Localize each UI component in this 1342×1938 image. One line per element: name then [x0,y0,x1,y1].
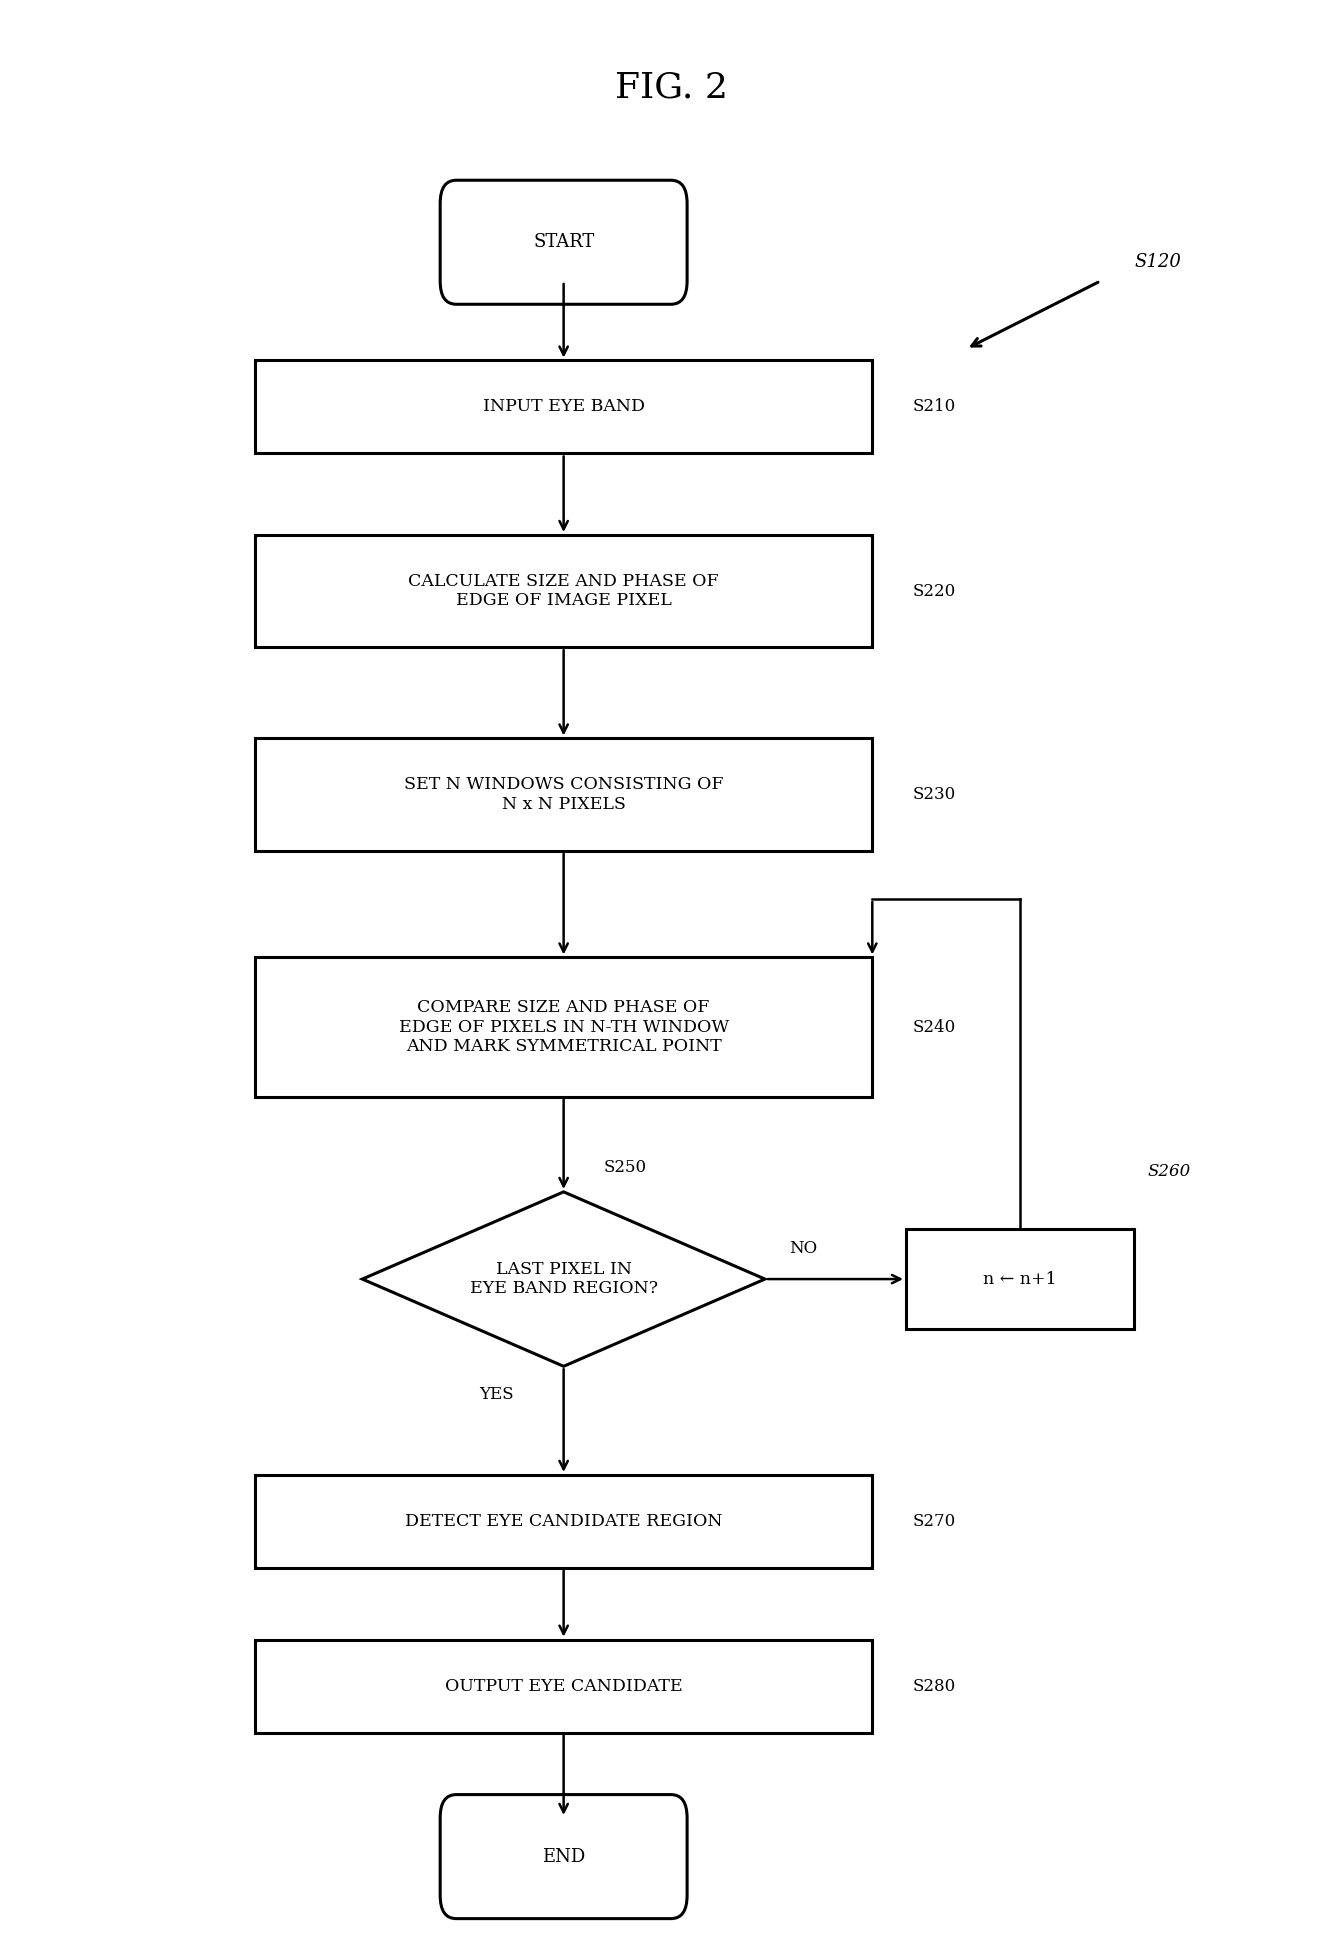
Bar [906,1229,1134,1329]
Bar [255,1475,872,1568]
Text: S280: S280 [913,1678,956,1694]
Bar [255,738,872,851]
Text: LAST PIXEL IN
EYE BAND REGION?: LAST PIXEL IN EYE BAND REGION? [470,1262,658,1297]
Bar [255,535,872,647]
Text: S230: S230 [913,787,956,802]
Bar [255,1640,872,1733]
Text: YES: YES [479,1386,514,1403]
Text: S240: S240 [913,1019,956,1035]
Text: SET N WINDOWS CONSISTING OF
N x N PIXELS: SET N WINDOWS CONSISTING OF N x N PIXELS [404,777,723,812]
Text: S260: S260 [1147,1163,1190,1180]
Bar [255,957,872,1097]
Text: CALCULATE SIZE AND PHASE OF
EDGE OF IMAGE PIXEL: CALCULATE SIZE AND PHASE OF EDGE OF IMAG… [408,574,719,609]
Text: END: END [542,1847,585,1866]
Text: NO: NO [789,1240,817,1256]
Text: FIG. 2: FIG. 2 [615,70,727,105]
Text: START: START [533,233,595,252]
FancyBboxPatch shape [440,180,687,304]
Text: n ← n+1: n ← n+1 [984,1271,1056,1287]
Text: S220: S220 [913,583,956,599]
Bar [255,360,872,453]
Text: S250: S250 [604,1159,647,1176]
Text: DETECT EYE CANDIDATE REGION: DETECT EYE CANDIDATE REGION [405,1514,722,1529]
Text: OUTPUT EYE CANDIDATE: OUTPUT EYE CANDIDATE [444,1678,683,1694]
FancyBboxPatch shape [440,1795,687,1919]
Text: S270: S270 [913,1514,956,1529]
Text: INPUT EYE BAND: INPUT EYE BAND [483,399,644,415]
Text: S210: S210 [913,399,956,415]
Polygon shape [362,1192,765,1366]
Text: S120: S120 [1134,252,1181,271]
Text: COMPARE SIZE AND PHASE OF
EDGE OF PIXELS IN N-TH WINDOW
AND MARK SYMMETRICAL POI: COMPARE SIZE AND PHASE OF EDGE OF PIXELS… [399,1000,729,1054]
